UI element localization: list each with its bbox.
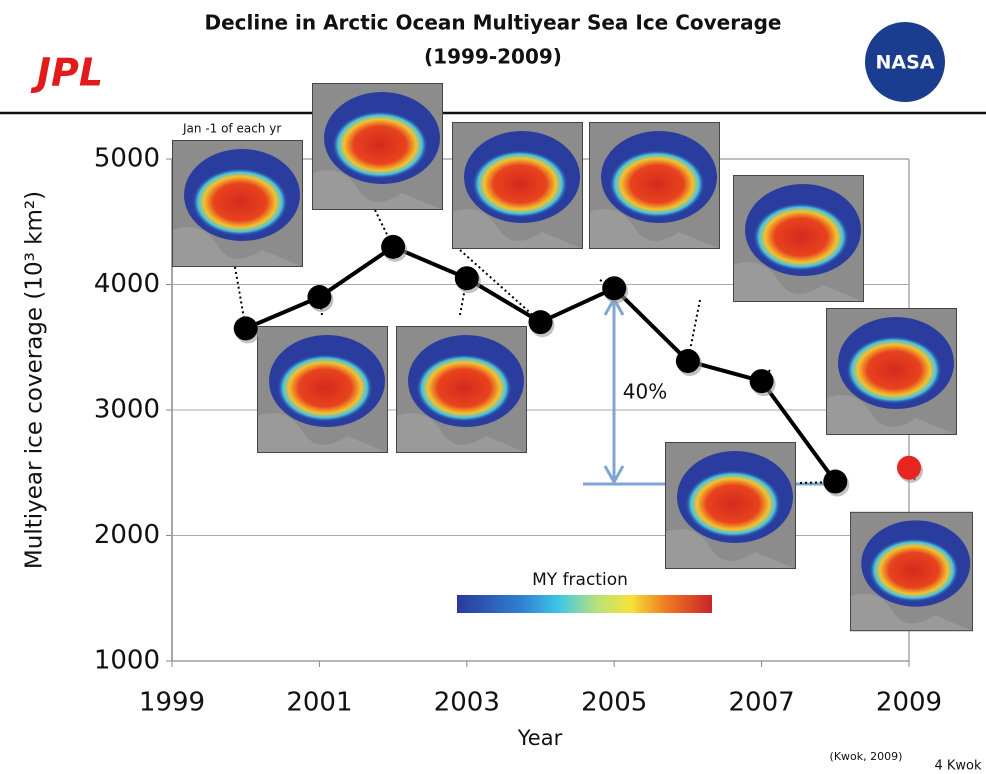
- jpl-logo: JPL: [30, 51, 103, 95]
- point: [307, 285, 331, 309]
- point: [455, 266, 479, 290]
- chart-title: Decline in Arctic Ocean Multiyear Sea Ic…: [205, 11, 782, 35]
- ice-map: [257, 326, 388, 453]
- point: [823, 470, 847, 494]
- chart: Decline in Arctic Ocean Multiyear Sea Ic…: [0, 0, 986, 774]
- ice-map: [312, 83, 443, 210]
- ice-map: [452, 122, 583, 249]
- ice-map: [396, 326, 527, 453]
- ice-map: [172, 140, 303, 267]
- y-tick-label: 2000: [94, 520, 160, 550]
- footer: 4 Kwok: [934, 759, 982, 774]
- point: [897, 456, 921, 480]
- x-tick-label: 2001: [286, 688, 352, 718]
- change-label: 40%: [623, 380, 667, 404]
- ice-map: [665, 442, 796, 569]
- x-tick-label: 2003: [434, 688, 500, 718]
- chart-subtitle: (1999-2009): [424, 45, 562, 69]
- ice-map: [850, 512, 973, 631]
- point: [529, 310, 553, 334]
- y-axis-label: Multiyear ice coverage (10³ km²): [22, 191, 48, 569]
- x-tick-label: 2005: [581, 688, 647, 718]
- ice-map: [589, 122, 720, 249]
- point: [381, 235, 405, 259]
- y-tick-label: 5000: [94, 144, 160, 174]
- x-axis-label: Year: [517, 726, 563, 750]
- y-tick-label: 4000: [94, 269, 160, 299]
- colorbar-label: MY fraction: [532, 570, 628, 590]
- source: (Kwok, 2009): [830, 750, 903, 763]
- x-tick-label: 2009: [876, 688, 942, 718]
- x-tick-label: 2007: [729, 688, 795, 718]
- x-tick-label: 1999: [139, 688, 205, 718]
- point: [234, 316, 258, 340]
- ice-map: [733, 175, 864, 302]
- point: [602, 276, 626, 300]
- point: [676, 349, 700, 373]
- note: Jan -1 of each yr: [182, 122, 281, 136]
- point: [750, 369, 774, 393]
- ice-map: [826, 308, 957, 435]
- nasa-logo: NASA: [876, 52, 935, 74]
- y-tick-label: 3000: [94, 395, 160, 425]
- colorbar: [457, 595, 712, 613]
- y-tick-label: 1000: [94, 646, 160, 676]
